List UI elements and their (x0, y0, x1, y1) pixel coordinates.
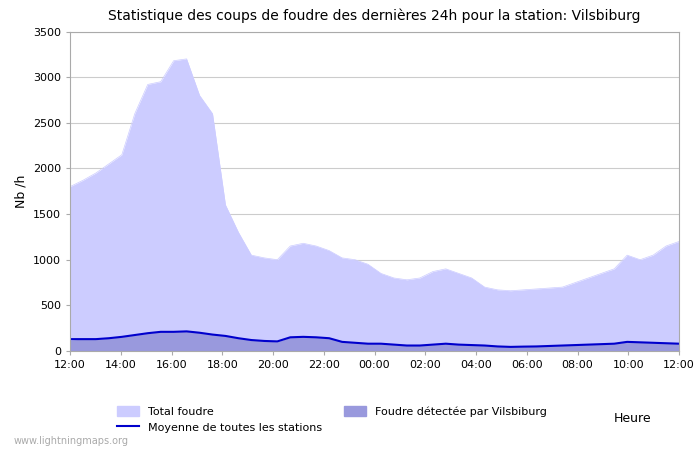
Text: www.lightningmaps.org: www.lightningmaps.org (14, 436, 129, 446)
Y-axis label: Nb /h: Nb /h (14, 175, 27, 208)
Text: Heure: Heure (613, 412, 651, 425)
Title: Statistique des coups de foudre des dernières 24h pour la station: Vilsbiburg: Statistique des coups de foudre des dern… (108, 9, 640, 23)
Legend: Total foudre, Moyenne de toutes les stations, Foudre détectée par Vilsbiburg: Total foudre, Moyenne de toutes les stat… (112, 401, 552, 437)
